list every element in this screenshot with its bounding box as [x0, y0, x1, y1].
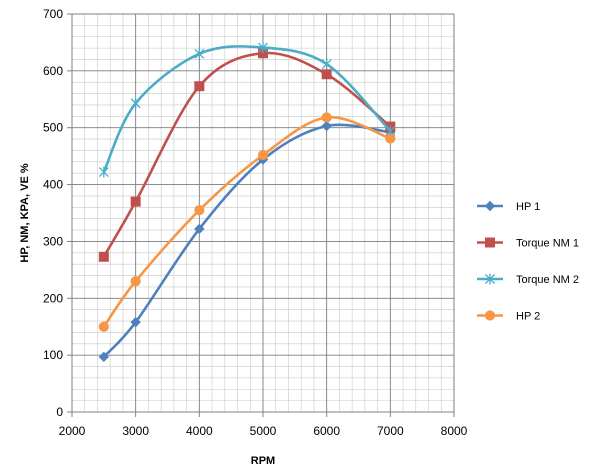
data-point-hp-1 — [130, 316, 141, 328]
data-point-torque-nm-1 — [98, 251, 109, 262]
data-point-torque-nm-1 — [194, 81, 205, 92]
legend-label: Torque NM 1 — [516, 238, 579, 250]
y-tick-label: 400 — [43, 178, 63, 192]
tick-labels: 2000 3000 4000 5000 6000 7000 8000 0 100 200 300 40… — [43, 7, 468, 438]
legend-label: HP 2 — [516, 311, 540, 323]
y-axis-title: HP, NM, KPA, VE % — [19, 163, 31, 262]
data-point-torque-nm-2 — [258, 42, 268, 54]
legend-item-hp-1: HP 1 — [477, 200, 540, 213]
data-point-hp-2 — [194, 205, 205, 216]
data-point-torque-nm-2 — [98, 166, 109, 178]
y-tick-label: 500 — [43, 121, 63, 135]
axes — [67, 13, 455, 417]
data-point-torque-nm-1 — [321, 69, 332, 80]
x-tick-label: 2000 — [59, 424, 86, 438]
data-point-hp-2 — [257, 149, 269, 161]
data-point-hp-1 — [321, 120, 332, 132]
legend-swatch-marker — [484, 200, 496, 212]
data-point-torque-nm-1 — [130, 196, 141, 207]
x-tick-label: 4000 — [186, 424, 213, 438]
x-tick-label: 6000 — [313, 424, 340, 438]
legend-item-torque-nm-1: Torque NM 1 — [477, 237, 579, 250]
data-point-torque-nm-2 — [130, 97, 141, 109]
series-group — [98, 42, 396, 363]
y-tick-label: 300 — [43, 234, 63, 248]
x-tick-label: 8000 — [441, 424, 468, 438]
legend-item-torque-nm-2: Torque NM 2 — [477, 273, 579, 286]
series-line-hp-2 — [102, 116, 391, 328]
y-tick-label: 0 — [56, 405, 63, 419]
x-axis-title: RPM — [251, 455, 275, 467]
data-point-hp-1 — [194, 223, 205, 235]
series-line-torque-nm-2 — [102, 45, 392, 173]
data-point-torque-nm-2 — [321, 58, 332, 70]
x-tick-label: 5000 — [250, 424, 277, 438]
x-tick-label: 3000 — [122, 424, 149, 438]
data-point-hp-2 — [98, 321, 109, 332]
legend-item-hp-2: HP 2 — [477, 310, 540, 323]
y-tick-label: 700 — [43, 7, 63, 21]
legend-label: Torque NM 2 — [516, 274, 579, 286]
legend-label: HP 1 — [516, 201, 540, 213]
legend-swatch-marker — [485, 273, 495, 285]
data-point-hp-1 — [98, 351, 110, 363]
data-point-hp-2 — [385, 133, 396, 144]
series-hp-2 — [98, 112, 396, 332]
data-point-hp-2 — [130, 276, 141, 287]
data-point-hp-2 — [321, 112, 332, 123]
legend-swatch-marker — [485, 237, 495, 248]
data-point-torque-nm-2 — [194, 48, 205, 60]
legend-swatch-marker — [484, 310, 496, 321]
series-torque-nm-1 — [98, 48, 396, 262]
x-tick-label: 7000 — [377, 424, 404, 438]
y-tick-label: 200 — [43, 291, 63, 305]
y-tick-label: 100 — [43, 348, 63, 362]
series-line-hp-1 — [102, 123, 391, 358]
legend: HP 1 Torque NM 1 Torque NM 2 HP 2 — [477, 200, 579, 323]
y-tick-label: 600 — [43, 64, 63, 78]
series-torque-nm-2 — [98, 42, 396, 178]
